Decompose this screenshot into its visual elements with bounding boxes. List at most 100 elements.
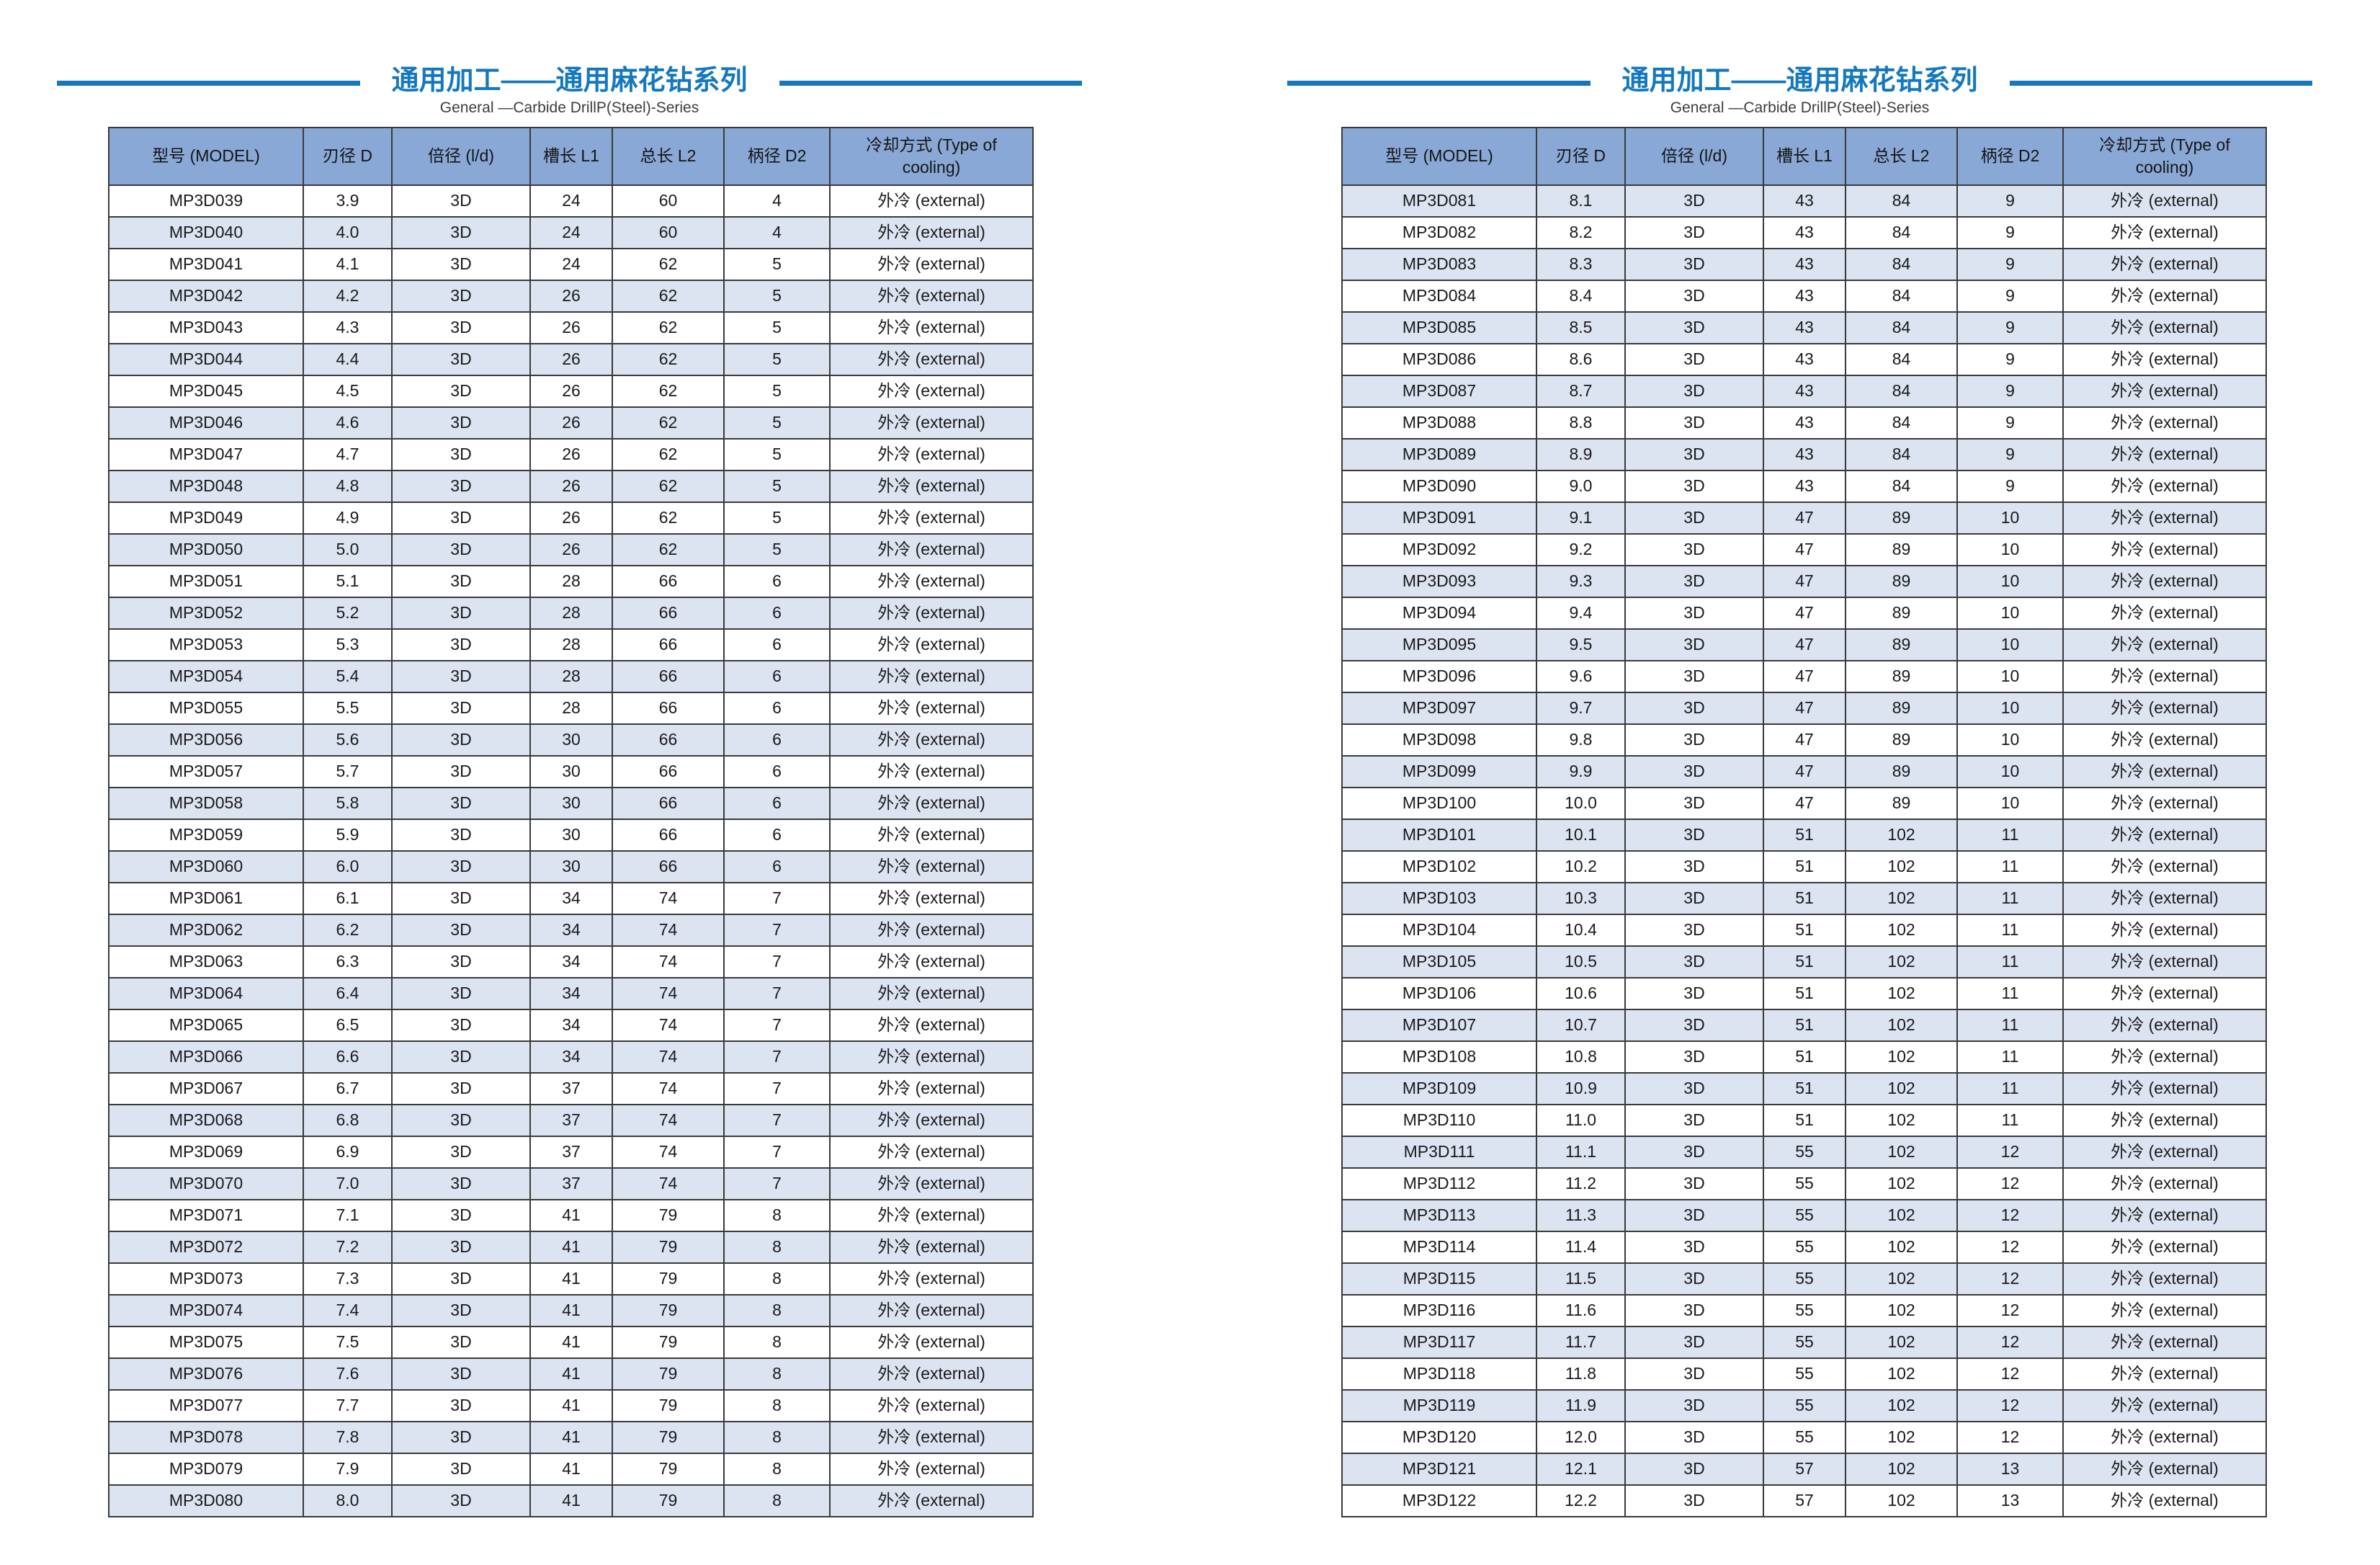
cell: 外冷 (external) — [829, 248, 1034, 281]
cell: MP3D087 — [1341, 375, 1537, 408]
cell: 55 — [1763, 1294, 1846, 1327]
cell: 6 — [723, 660, 831, 693]
cell: 外冷 (external) — [829, 1262, 1034, 1296]
cell: 79 — [612, 1389, 725, 1422]
cell: 10 — [1956, 723, 2064, 757]
cell: 13 — [1956, 1453, 2064, 1486]
cell: 3D — [391, 1072, 531, 1105]
header-row: 型号 (MODEL) 刃径 D 倍径 (l/d) 槽长 L1 总长 L2 柄径 D2 冷却方… — [1341, 127, 2267, 186]
page-header: 通用加工——通用麻花钻系列 General —Carbide DrillP(St… — [57, 65, 1083, 117]
page-subtitle: General —Carbide DrillP(Steel)-Series — [439, 99, 699, 116]
cell: 102 — [1845, 1040, 1958, 1074]
cell: 6.9 — [303, 1136, 393, 1169]
cell: 5 — [723, 248, 831, 281]
cell: MP3D075 — [108, 1326, 304, 1359]
table-row: MP3D045 4.5 3D 26 62 5 外冷 (external) — [108, 375, 1034, 408]
cell: MP3D040 — [108, 216, 304, 249]
cell: MP3D046 — [108, 406, 304, 440]
cell: 3D — [1624, 1421, 1764, 1454]
cell: 66 — [612, 692, 725, 725]
cell: 51 — [1763, 819, 1846, 852]
cell: 37 — [529, 1136, 613, 1169]
cell: 7 — [723, 1040, 831, 1074]
cell: 28 — [529, 660, 613, 693]
cell: 8.3 — [1536, 248, 1626, 281]
cell: 89 — [1845, 628, 1958, 661]
cell: MP3D049 — [108, 501, 304, 535]
cell: 74 — [612, 1104, 725, 1137]
table-row: MP3D110 11.0 3D 51 102 11 外冷 (external) — [1341, 1104, 2267, 1137]
cell: 26 — [529, 311, 613, 344]
table-row: MP3D063 6.3 3D 34 74 7 外冷 (external) — [108, 945, 1034, 978]
cell: 3D — [391, 1009, 531, 1042]
table-row: MP3D082 8.2 3D 43 84 9 外冷 (external) — [1341, 216, 2267, 249]
cell: 3D — [391, 945, 531, 978]
table-row: MP3D089 8.9 3D 43 84 9 外冷 (external) — [1341, 438, 2267, 471]
table-row: MP3D093 9.3 3D 47 89 10 外冷 (external) — [1341, 565, 2267, 598]
cell: 6 — [723, 755, 831, 788]
cell: 11 — [1956, 1040, 2064, 1074]
cell: 26 — [529, 280, 613, 313]
table-row: MP3D039 3.9 3D 24 60 4 外冷 (external) — [108, 184, 1034, 218]
cell: 7.2 — [303, 1231, 393, 1264]
table-row: MP3D085 8.5 3D 43 84 9 外冷 (external) — [1341, 311, 2267, 344]
cell: 41 — [529, 1262, 613, 1296]
cell: 79 — [612, 1231, 725, 1264]
table-row: MP3D108 10.8 3D 51 102 11 外冷 (external) — [1341, 1040, 2267, 1074]
cell: MP3D117 — [1341, 1326, 1537, 1359]
cell: 3D — [1624, 1294, 1764, 1327]
cell: 51 — [1763, 882, 1846, 915]
cell: 66 — [612, 565, 725, 598]
cell: 11 — [1956, 977, 2064, 1010]
cell: 外冷 (external) — [829, 945, 1034, 978]
table-row: MP3D083 8.3 3D 43 84 9 外冷 (external) — [1341, 248, 2267, 281]
cell: 30 — [529, 850, 613, 883]
cell: MP3D067 — [108, 1072, 304, 1105]
cell: 3D — [1624, 882, 1764, 915]
cell: 12.0 — [1536, 1421, 1626, 1454]
cell: 74 — [612, 945, 725, 978]
table-row: MP3D101 10.1 3D 51 102 11 外冷 (external) — [1341, 819, 2267, 852]
cell: 3D — [1624, 375, 1764, 408]
cell: 51 — [1763, 977, 1846, 1010]
cell: 3D — [1624, 533, 1764, 566]
cell: 3D — [391, 628, 531, 661]
cell: 3D — [1624, 1453, 1764, 1486]
cell: 55 — [1763, 1231, 1846, 1264]
cell: 外冷 (external) — [829, 977, 1034, 1010]
cell: MP3D102 — [1341, 850, 1537, 883]
cell: 102 — [1845, 1199, 1958, 1232]
cell: MP3D108 — [1341, 1040, 1537, 1074]
cell: 外冷 (external) — [829, 501, 1034, 535]
cell: 102 — [1845, 945, 1958, 978]
cell: 3D — [391, 1104, 531, 1137]
cell: 8 — [723, 1453, 831, 1486]
cell: 11.9 — [1536, 1389, 1626, 1422]
cell: 3D — [1624, 565, 1764, 598]
cell: 11 — [1956, 850, 2064, 883]
cell: 外冷 (external) — [2062, 184, 2267, 218]
table-row: MP3D121 12.1 3D 57 102 13 外冷 (external) — [1341, 1453, 2267, 1486]
cell: 10.1 — [1536, 819, 1626, 852]
cell: MP3D042 — [108, 280, 304, 313]
table-row: MP3D086 8.6 3D 43 84 9 外冷 (external) — [1341, 343, 2267, 376]
cell: 26 — [529, 375, 613, 408]
cell: 34 — [529, 977, 613, 1010]
cell: MP3D082 — [1341, 216, 1537, 249]
cell: 47 — [1763, 755, 1846, 788]
cell: 3D — [1624, 1009, 1764, 1042]
cell: 10.6 — [1536, 977, 1626, 1010]
cell: 11 — [1956, 1104, 2064, 1137]
cell: 102 — [1845, 1421, 1958, 1454]
table-row: MP3D079 7.9 3D 41 79 8 外冷 (external) — [108, 1453, 1034, 1486]
cell: 4.2 — [303, 280, 393, 313]
cell: 外冷 (external) — [829, 311, 1034, 344]
cell: 28 — [529, 628, 613, 661]
cell: 10.0 — [1536, 787, 1626, 820]
cell: 62 — [612, 501, 725, 535]
cell: 外冷 (external) — [2062, 882, 2267, 915]
cell: 9.4 — [1536, 597, 1626, 630]
cell: 55 — [1763, 1389, 1846, 1422]
cell: 8 — [723, 1231, 831, 1264]
cell: MP3D057 — [108, 755, 304, 788]
